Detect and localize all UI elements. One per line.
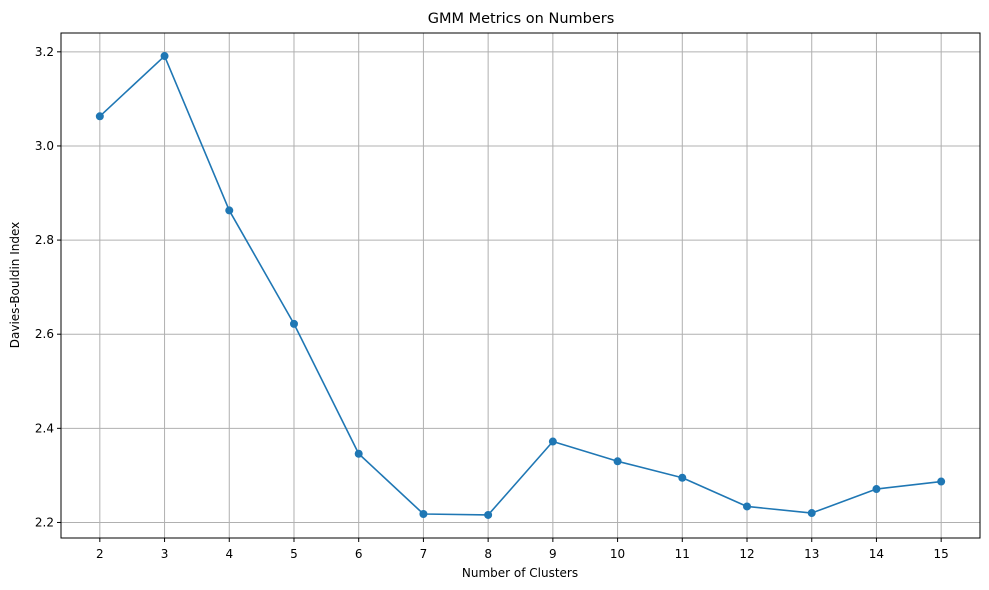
- data-point: [937, 477, 946, 486]
- series-line-layer: [99, 55, 942, 516]
- x-tick-label: 11: [675, 547, 690, 561]
- y-tick-label: 2.4: [35, 421, 54, 435]
- x-tick-label: 14: [869, 547, 884, 561]
- chart-title: GMM Metrics on Numbers: [428, 11, 615, 27]
- data-point: [419, 510, 428, 518]
- x-tick-label: 9: [549, 547, 557, 561]
- data-point: [807, 509, 816, 518]
- x-tick-label: 6: [355, 547, 363, 561]
- y-tick-label: 3.0: [35, 139, 54, 153]
- x-axis-title: Number of Clusters: [462, 566, 578, 580]
- x-tick-label: 13: [804, 547, 819, 561]
- x-tick-label: 10: [610, 547, 625, 561]
- x-tick-label: 7: [420, 547, 428, 561]
- x-tick-label: 8: [484, 547, 492, 561]
- y-tick-label: 2.2: [35, 515, 54, 529]
- x-tick-label: 12: [739, 547, 754, 561]
- x-tick-label: 2: [96, 547, 104, 561]
- data-point: [95, 112, 104, 121]
- data-point: [289, 319, 298, 328]
- series-line: [99, 55, 942, 516]
- data-point: [160, 52, 169, 61]
- data-point: [225, 206, 234, 215]
- data-point: [354, 449, 363, 458]
- x-tick-label: 4: [225, 547, 233, 561]
- y-axis-title: Davies-Bouldin Index: [8, 222, 22, 349]
- plot-frame: [60, 32, 981, 539]
- axis-ticks: 2 3 4 5 6 7 8 9 10 11 12 13 14 15 2.2 2.4 2.6 2.8 3.0 3.2: [35, 45, 949, 561]
- grid: [61, 33, 980, 538]
- data-point: [743, 502, 752, 511]
- data-point: [613, 457, 622, 466]
- y-tick-label: 2.8: [35, 233, 54, 247]
- y-tick-label: 2.6: [35, 327, 54, 341]
- data-point: [548, 437, 557, 446]
- x-tick-label: 5: [290, 547, 298, 561]
- y-tick-label: 3.2: [35, 45, 54, 59]
- x-tick-label: 15: [934, 547, 949, 561]
- data-markers: [95, 52, 946, 519]
- x-tick-label: 3: [161, 547, 169, 561]
- data-point: [872, 485, 881, 494]
- data-point: [678, 473, 687, 482]
- data-point: [484, 510, 493, 519]
